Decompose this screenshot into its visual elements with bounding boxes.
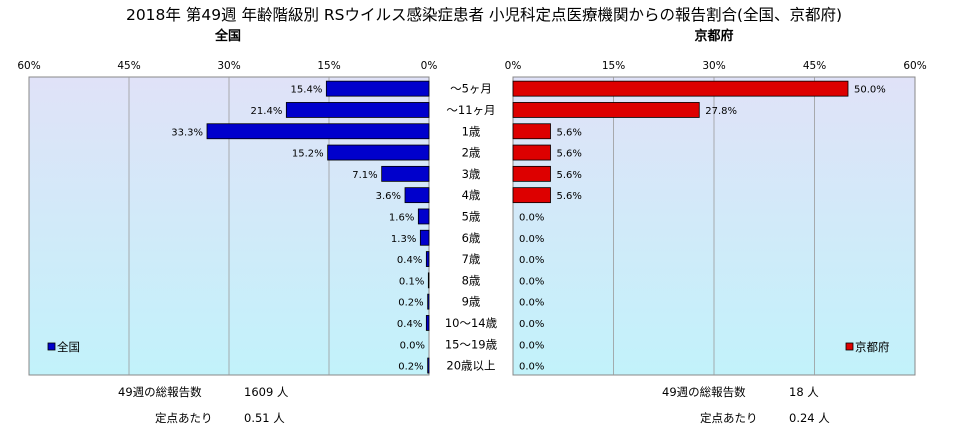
right-bars: 50.0% 27.8% 5.6% 5.6% 5.6% 5.6% 0.0% 0.0% 0.0% 0.… [512, 80, 886, 373]
left-bar [427, 357, 430, 374]
category-label: 8歳 [462, 273, 481, 287]
left-data-label: 0.0% [400, 340, 425, 351]
left-data-label: 7.1% [352, 170, 377, 181]
right-per-label: 定点あたり [700, 411, 758, 425]
right-legend-label: 京都府 [855, 340, 890, 354]
right-data-label: 5.6% [557, 191, 582, 202]
right-data-label: 0.0% [519, 234, 544, 245]
left-tick-label: 45% [117, 60, 140, 72]
category-label: 6歳 [462, 231, 481, 245]
category-label: 2歳 [462, 146, 481, 160]
left-legend-label: 全国 [57, 340, 80, 354]
left-data-label: 0.2% [398, 362, 423, 373]
right-bar [512, 165, 551, 182]
left-bars: 15.4% 21.4% 33.3% 15.2% 7.1% 3.6% 1.6% 1.3% 0.4%… [171, 80, 430, 374]
category-label: ～11ヶ月 [446, 103, 495, 117]
left-per-value: 0.51 人 [244, 411, 285, 425]
left-bar [427, 272, 430, 289]
left-data-label: 15.2% [292, 149, 324, 160]
left-bar [425, 251, 430, 267]
left-legend-swatch [47, 342, 56, 351]
left-data-label: 0.4% [397, 319, 422, 330]
left-tick-label: 60% [17, 60, 40, 72]
right-legend-swatch [845, 342, 854, 351]
category-label: ～5ヶ月 [450, 82, 492, 96]
left-bar [381, 165, 430, 182]
left-data-label: 3.6% [376, 191, 401, 202]
right-per-value: 0.24 人 [789, 411, 830, 425]
right-tick-label: 30% [702, 60, 725, 72]
left-per-label: 定点あたり [155, 411, 213, 425]
left-data-label: 33.3% [171, 127, 203, 138]
right-bar [512, 144, 551, 161]
right-bar [512, 80, 849, 97]
left-bar [327, 144, 430, 161]
category-label: 1歳 [462, 124, 481, 138]
right-data-label: 0.0% [519, 276, 544, 287]
right-axis-ticks: 0% 15% 30% 45% 60% [505, 60, 927, 72]
right-bar [512, 123, 551, 140]
right-panel-subtitle: 京都府 [694, 28, 733, 44]
left-bar [417, 208, 430, 225]
right-tick-label: 45% [803, 60, 826, 72]
left-tick-label: 0% [421, 60, 438, 72]
category-label: 4歳 [462, 188, 481, 202]
left-weekly-value: 1609 人 [244, 385, 289, 399]
left-legend: 全国 [47, 340, 80, 354]
right-bar [512, 187, 551, 204]
right-weekly-value: 18 人 [789, 385, 819, 399]
left-weekly-label: 49週の総報告数 [118, 385, 202, 399]
category-label: 5歳 [462, 209, 481, 223]
left-data-label: 0.2% [398, 298, 423, 309]
category-label: 3歳 [462, 167, 481, 181]
left-bar [325, 80, 430, 97]
right-tick-label: 60% [903, 60, 926, 72]
right-bar [512, 102, 700, 118]
right-data-label: 50.0% [854, 85, 886, 96]
category-label: 20歳以上 [446, 359, 495, 373]
category-label: 9歳 [462, 295, 481, 309]
left-tick-label: 15% [317, 60, 340, 72]
chart-title: 2018年 第49週 年齢階級別 RSウイルス感染症患者 小児科定点医療機関から… [126, 6, 842, 24]
right-data-label: 5.6% [557, 127, 582, 138]
left-bar [425, 315, 430, 331]
right-gridlines [613, 77, 815, 375]
category-label: 10～14歳 [445, 316, 498, 330]
right-data-label: 5.6% [557, 149, 582, 160]
left-panel-subtitle: 全国 [214, 28, 241, 44]
category-labels: ～5ヶ月 ～11ヶ月 1歳 2歳 3歳 4歳 5歳 6歳 7歳 8歳 9歳 10～14歳 15～19歳 2… [445, 82, 498, 373]
right-data-label: 0.0% [519, 255, 544, 266]
right-data-label: 27.8% [705, 106, 737, 117]
left-data-label: 15.4% [291, 85, 323, 96]
left-bar [427, 293, 430, 310]
right-legend: 京都府 [845, 340, 890, 354]
left-data-label: 0.4% [397, 255, 422, 266]
left-data-label: 1.6% [389, 212, 414, 223]
right-tick-label: 15% [602, 60, 625, 72]
left-data-label: 1.3% [391, 234, 416, 245]
right-data-label: 0.0% [519, 212, 544, 223]
category-label: 15～19歳 [445, 337, 498, 351]
left-bar [206, 123, 430, 140]
category-label: 7歳 [462, 252, 481, 266]
left-bar [285, 102, 430, 118]
right-data-label: 0.0% [519, 298, 544, 309]
left-tick-label: 30% [217, 60, 240, 72]
left-bar [404, 187, 430, 204]
left-data-label: 0.1% [399, 276, 424, 287]
right-data-label: 0.0% [519, 319, 544, 330]
right-data-label: 0.0% [519, 340, 544, 351]
left-data-label: 21.4% [251, 106, 283, 117]
right-data-label: 5.6% [557, 170, 582, 181]
right-data-label: 0.0% [519, 362, 544, 373]
left-bar [419, 229, 430, 246]
left-axis-ticks: 60% 45% 30% 15% 0% [17, 60, 437, 72]
right-tick-label: 0% [505, 60, 522, 72]
right-weekly-label: 49週の総報告数 [662, 385, 746, 399]
